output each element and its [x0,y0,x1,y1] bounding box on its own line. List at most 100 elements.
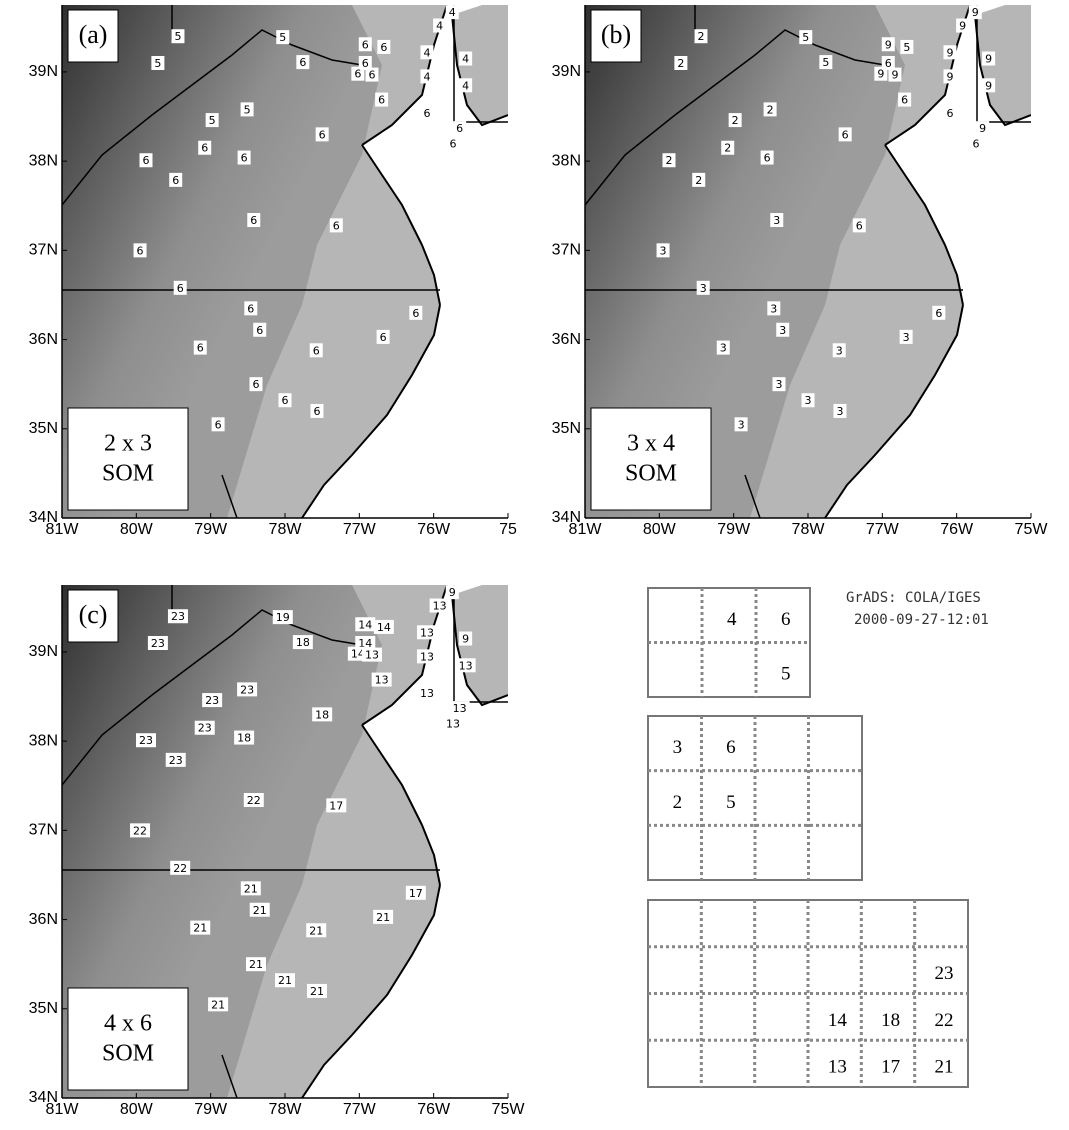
station-label: 6 [137,244,144,257]
station-label: 9 [979,122,986,135]
station-label: 4 [436,20,443,33]
station-label: 2 [697,30,704,43]
y-tick-label: 35N [29,420,58,437]
station-label: 6 [247,302,254,315]
station-label: 4 [423,70,430,83]
y-tick-label: 37N [552,242,581,259]
station-label: 2 [695,174,702,187]
station-label: 13 [420,626,434,639]
station-label: 9 [462,633,469,646]
y-tick-label: 37N [29,822,58,839]
station-label: 6 [449,137,456,150]
station-label: 6 [241,152,248,165]
station-label: 18 [296,636,310,649]
station-label: 3 [770,302,777,315]
station-label: 21 [309,924,323,937]
station-label: 6 [368,69,375,82]
station-label: 21 [244,882,258,895]
stamp-line: GrADS: COLA/IGES [846,590,981,606]
station-label: 6 [935,307,942,320]
node-number: 14 [828,1010,848,1031]
station-label: 3 [720,342,727,355]
station-label: 6 [197,342,204,355]
x-tick-label: 75 [499,521,517,538]
node-number: 3 [673,737,683,758]
station-label: 9 [885,38,892,51]
som-label: SOM [625,461,677,487]
station-label: 3 [773,214,780,227]
station-label: 2 [665,154,672,167]
y-tick-label: 38N [552,152,581,169]
station-label: 3 [805,394,812,407]
x-tick-label: 76W [940,521,974,538]
station-label: 6 [456,122,463,135]
node-number: 13 [828,1057,847,1078]
station-label: 3 [779,324,786,337]
som-label: SOM [102,1041,154,1067]
panel-label: (c) [79,600,108,629]
station-label: 9 [959,20,966,33]
y-tick-label: 36N [552,331,581,348]
station-label: 18 [315,708,329,721]
node-number: 17 [881,1057,900,1078]
station-label: 6 [333,219,340,232]
station-label: 4 [423,46,430,59]
station-label: 6 [282,394,289,407]
station-label: 3 [700,282,707,295]
station-label: 17 [329,799,343,812]
x-tick-label: 77W [343,1101,377,1118]
station-label: 6 [362,38,369,51]
station-label: 21 [376,911,390,924]
station-label: 21 [253,904,267,917]
som-label: 4 x 6 [104,1011,152,1037]
som-box [591,408,711,510]
x-tick-label: 76W [417,1101,451,1118]
figure: GrADS: COLA/IGES 2000-09-27-12:01 555656… [0,0,1069,1130]
station-label: 13 [420,650,434,663]
station-label: 18 [237,732,251,745]
station-label: 13 [433,600,447,613]
y-tick-label: 34N [29,1089,58,1106]
station-label: 23 [151,637,165,650]
som-box [68,408,188,510]
station-label: 5 [279,31,286,44]
station-label: 21 [211,998,225,1011]
station-label: 23 [198,722,212,735]
station-label: 2 [677,57,684,70]
station-label: 9 [877,68,884,81]
station-label: 13 [453,702,467,715]
node-number: 2 [673,792,683,813]
station-label: 19 [276,611,290,624]
panel-label: (a) [79,20,108,49]
station-label: 6 [901,94,908,107]
station-label: 6 [142,154,149,167]
station-label: 6 [319,128,326,141]
station-label: 4 [449,6,456,19]
station-label: 21 [310,985,324,998]
y-tick-label: 39N [29,63,58,80]
station-label: 23 [205,694,219,707]
station-label: 13 [365,649,379,662]
station-label: 13 [459,659,473,672]
station-label: 14 [377,621,391,634]
panel-label: (b) [601,20,631,49]
station-label: 23 [169,754,183,767]
node-number: 6 [726,737,736,758]
station-label: 5 [244,103,251,116]
station-label: 23 [240,683,254,696]
station-label: 9 [891,69,898,82]
y-tick-label: 39N [552,63,581,80]
station-label: 3 [903,331,910,344]
x-tick-label: 80W [120,1101,154,1118]
station-label: 5 [154,57,161,70]
station-label: 22 [247,794,261,807]
station-label: 6 [412,307,419,320]
x-tick-label: 79W [194,1101,228,1118]
station-label: 4 [462,79,469,92]
station-label: 9 [449,586,456,599]
y-tick-label: 37N [29,242,58,259]
node-number: 4 [727,609,737,630]
station-label: 6 [380,41,387,54]
